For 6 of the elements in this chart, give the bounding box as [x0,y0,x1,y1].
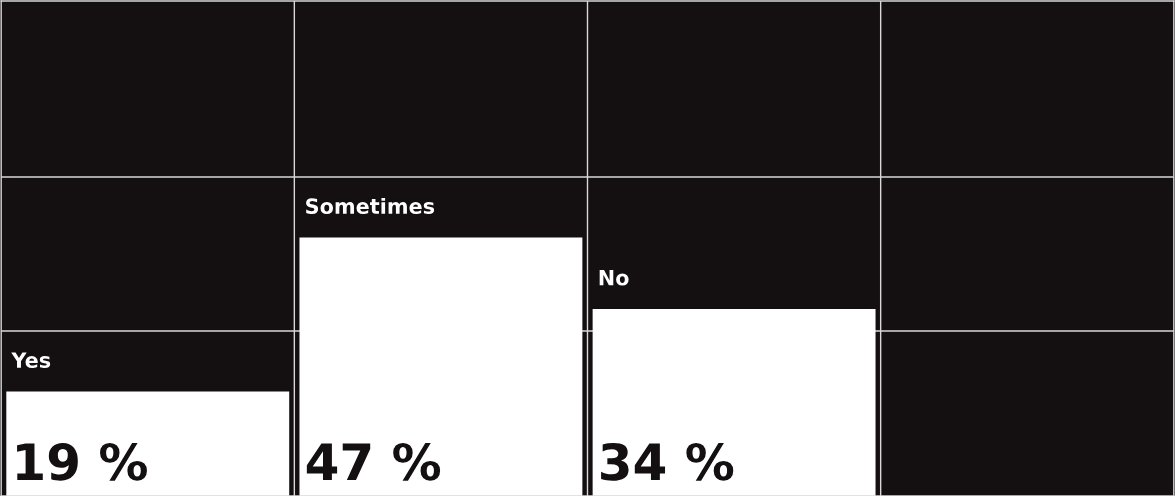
data-label: 19 % [17,442,147,481]
data-label: 47 % [306,442,441,481]
x-tick-label: Sometimes [306,197,435,215]
data-label: 34 % [601,442,734,481]
x-tick-label: No [599,270,629,286]
x-tick-label: Yes [11,352,51,369]
